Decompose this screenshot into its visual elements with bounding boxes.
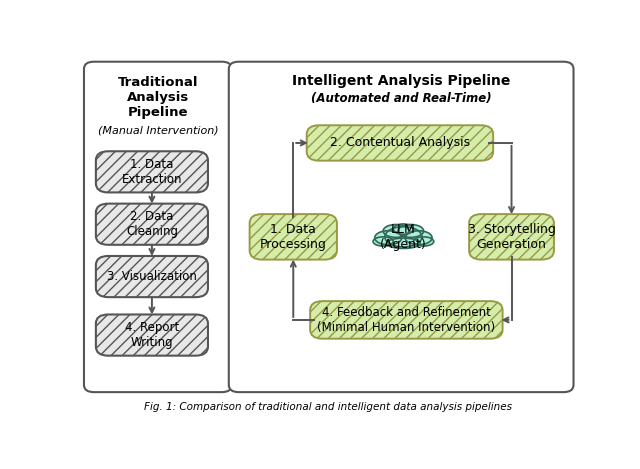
FancyBboxPatch shape	[310, 301, 502, 339]
Text: Traditional
Analysis
Pipeline: Traditional Analysis Pipeline	[118, 76, 198, 119]
Text: 3. Storytelling
Generation: 3. Storytelling Generation	[468, 223, 556, 251]
Text: 2. Contentual Analysis: 2. Contentual Analysis	[330, 136, 470, 150]
FancyBboxPatch shape	[469, 214, 554, 260]
FancyBboxPatch shape	[250, 214, 337, 260]
Ellipse shape	[413, 237, 434, 246]
Ellipse shape	[385, 227, 422, 247]
Text: 3. Visualization: 3. Visualization	[107, 270, 197, 283]
Text: 4. Report
Writing: 4. Report Writing	[125, 321, 179, 349]
Text: Fig. 1: Comparison of traditional and intelligent data analysis pipelines: Fig. 1: Comparison of traditional and in…	[144, 402, 512, 412]
FancyBboxPatch shape	[84, 62, 232, 392]
Text: (Manual Intervention): (Manual Intervention)	[97, 126, 218, 136]
FancyBboxPatch shape	[96, 204, 208, 245]
FancyBboxPatch shape	[96, 151, 208, 192]
Text: 4. Feedback and Refinement
(Minimal Human Intervention): 4. Feedback and Refinement (Minimal Huma…	[317, 306, 495, 334]
Text: 1. Data
Extraction: 1. Data Extraction	[122, 158, 182, 186]
Text: LLM
(Agent): LLM (Agent)	[380, 223, 427, 251]
Text: 1. Data
Processing: 1. Data Processing	[260, 223, 326, 251]
FancyBboxPatch shape	[307, 125, 493, 161]
Ellipse shape	[373, 237, 393, 246]
Ellipse shape	[375, 231, 402, 245]
Ellipse shape	[398, 225, 424, 237]
Ellipse shape	[387, 238, 420, 249]
Ellipse shape	[383, 225, 409, 237]
Ellipse shape	[393, 224, 413, 234]
Ellipse shape	[405, 231, 432, 245]
FancyBboxPatch shape	[96, 256, 208, 297]
FancyBboxPatch shape	[96, 315, 208, 356]
Text: Intelligent Analysis Pipeline: Intelligent Analysis Pipeline	[292, 74, 511, 88]
Text: 2. Data
Cleaning: 2. Data Cleaning	[126, 210, 178, 238]
FancyBboxPatch shape	[229, 62, 573, 392]
Text: (Automated and Real-Time): (Automated and Real-Time)	[311, 92, 492, 106]
